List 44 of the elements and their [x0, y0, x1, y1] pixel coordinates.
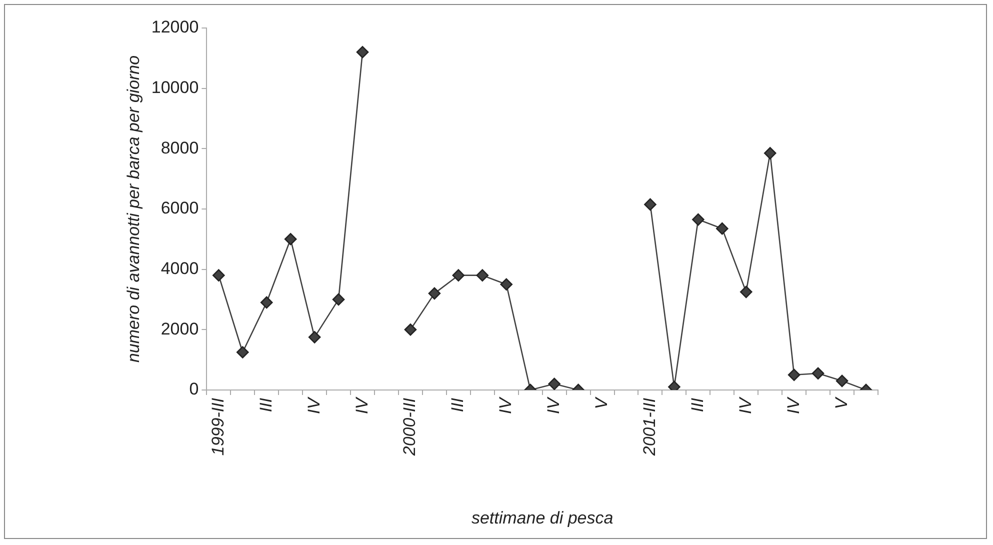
point: [644, 198, 656, 211]
point: [212, 269, 225, 282]
point: [452, 269, 465, 282]
point: [716, 222, 728, 235]
y-axis-title: numero di avannotti per barca per giorno: [124, 55, 143, 363]
x-tick-label: III: [448, 398, 468, 412]
point: [476, 269, 489, 282]
point: [236, 346, 249, 358]
y-tick-label: 8000: [160, 138, 199, 158]
point: [764, 147, 776, 160]
point: [356, 46, 369, 58]
point: [332, 293, 345, 306]
x-tick-label: V: [832, 396, 851, 410]
y-tick-label: 4000: [160, 258, 199, 278]
x-tick-label: IV: [496, 396, 516, 414]
x-tick-label: 2001-III: [640, 398, 659, 457]
point: [308, 331, 321, 344]
point: [788, 368, 800, 382]
x-tick-label: III: [688, 398, 707, 412]
x-tick-label: IV: [544, 396, 564, 414]
y-tick-label: 10000: [151, 78, 199, 98]
point: [740, 286, 752, 298]
x-tick-label: III: [256, 398, 276, 412]
x-tick-label: IV: [784, 396, 803, 414]
x-tick-label: 2000-III: [400, 398, 420, 457]
point: [692, 213, 704, 226]
y-tick-label: 6000: [160, 198, 199, 218]
y-tick-label: 12000: [151, 18, 199, 37]
point: [404, 323, 417, 336]
point: [548, 378, 560, 390]
y-tick-label: 2000: [160, 319, 199, 338]
point: [284, 232, 297, 246]
point: [500, 278, 513, 291]
point: [812, 367, 824, 380]
x-tick-label: IV: [352, 396, 372, 414]
x-tick-label: V: [592, 396, 612, 410]
y-tick-label: 0: [189, 380, 199, 399]
point: [260, 296, 273, 309]
point: [428, 287, 441, 300]
x-tick-label: IV: [304, 396, 324, 414]
x-tick-label: IV: [736, 396, 755, 414]
point: [836, 374, 848, 388]
x-axis-title: settimane di pesca: [471, 508, 614, 528]
x-tick-label: 1999-III: [208, 398, 228, 456]
